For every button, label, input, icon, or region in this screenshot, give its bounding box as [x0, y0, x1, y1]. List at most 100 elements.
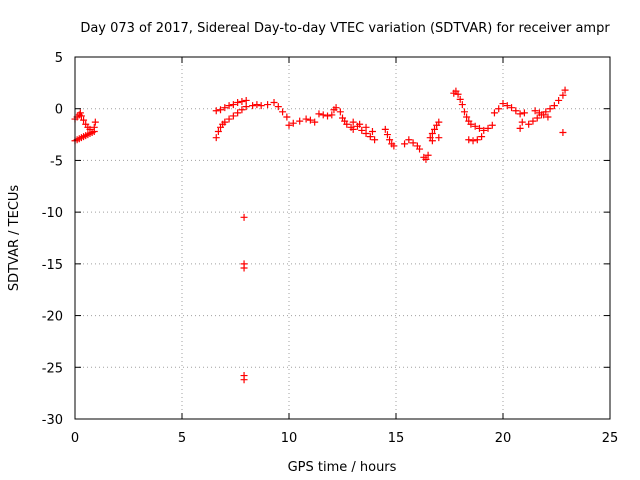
data-point [212, 134, 220, 142]
data-point [533, 114, 541, 122]
x-tick-label: 0 [71, 431, 79, 446]
data-point [296, 117, 304, 125]
data-point [279, 108, 287, 116]
data-point [356, 120, 364, 128]
data-point [484, 124, 492, 132]
data-point [234, 99, 242, 107]
data-point [285, 121, 293, 129]
data-point [336, 108, 344, 116]
x-tick-label: 15 [388, 431, 405, 446]
data-point [311, 118, 319, 126]
data-point [240, 264, 248, 272]
data-point [535, 109, 543, 117]
data-point [306, 116, 314, 124]
data-point [332, 104, 340, 112]
data-point [561, 86, 569, 94]
data-point [240, 376, 248, 384]
data-point [217, 106, 225, 114]
data-point [324, 112, 332, 120]
y-tick-label: -15 [42, 258, 63, 273]
plot-frame [74, 56, 611, 420]
data-point [274, 103, 282, 111]
data-point [559, 91, 567, 99]
data-point [362, 123, 370, 131]
data-point [475, 124, 483, 132]
data-point [315, 110, 323, 118]
data-point [383, 131, 391, 139]
data-point [349, 125, 357, 133]
data-point [546, 105, 554, 113]
data-point [229, 101, 237, 109]
data-point [386, 136, 394, 144]
data-point [212, 107, 220, 115]
data-point [463, 113, 471, 121]
data-point [473, 136, 481, 144]
data-point [80, 116, 88, 124]
data-point [283, 113, 291, 121]
data-point [469, 137, 477, 145]
data-point [221, 118, 229, 126]
data-point [240, 213, 248, 221]
data-points [71, 86, 569, 384]
data-point [366, 133, 374, 141]
data-point [467, 120, 475, 128]
data-point [90, 123, 98, 131]
data-point [409, 139, 417, 147]
y-tick-label: 0 [55, 103, 63, 118]
data-point [349, 118, 357, 126]
data-point [328, 111, 336, 119]
data-point [512, 107, 520, 115]
data-point [225, 102, 233, 110]
data-point [559, 129, 567, 137]
data-point [428, 137, 436, 145]
data-point [495, 105, 503, 113]
data-point [454, 90, 462, 98]
data-point [289, 119, 297, 127]
data-point [416, 145, 424, 153]
data-point [221, 104, 229, 112]
y-tick-label: -20 [42, 310, 63, 325]
data-point [458, 101, 466, 109]
data-point [238, 97, 246, 105]
data-point [550, 102, 558, 110]
data-point [371, 136, 379, 144]
data-point [460, 108, 468, 116]
data-point [555, 96, 563, 104]
data-point [499, 100, 507, 108]
data-point [229, 112, 237, 120]
data-point [503, 102, 511, 110]
data-point [253, 101, 261, 109]
data-point [319, 111, 327, 119]
data-point [257, 102, 265, 110]
data-point [480, 126, 488, 134]
data-point [91, 118, 99, 126]
x-tick-label: 10 [281, 431, 298, 446]
data-point [77, 112, 85, 120]
data-point [401, 140, 409, 148]
y-axis-label: SDTVAR / TECUs [7, 185, 22, 292]
data-point [428, 130, 436, 138]
data-point [540, 111, 548, 119]
data-point [362, 130, 370, 138]
data-point [264, 101, 272, 109]
data-point [225, 115, 233, 123]
data-point [520, 109, 528, 117]
data-point [531, 107, 539, 115]
y-tick-label: -5 [50, 154, 63, 169]
data-point [242, 103, 250, 111]
data-point [302, 115, 310, 123]
y-tick-label: -10 [42, 206, 63, 221]
data-point [431, 125, 439, 133]
data-point [424, 151, 432, 159]
data-point [249, 102, 257, 110]
data-point [76, 109, 84, 117]
data-point [456, 95, 464, 103]
data-point [381, 125, 389, 133]
data-point [214, 127, 222, 135]
data-point [405, 136, 413, 144]
data-point [242, 96, 250, 104]
data-point [490, 109, 498, 117]
data-point [529, 117, 537, 125]
